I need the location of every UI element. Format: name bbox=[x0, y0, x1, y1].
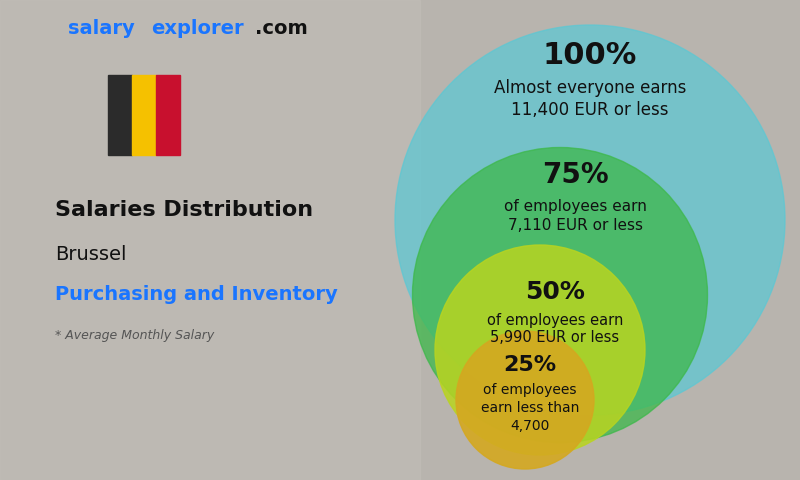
Text: salary: salary bbox=[68, 19, 134, 37]
Text: 75%: 75% bbox=[542, 161, 608, 189]
Text: * Average Monthly Salary: * Average Monthly Salary bbox=[55, 328, 214, 341]
Ellipse shape bbox=[435, 245, 645, 455]
Bar bbox=[156, 75, 180, 155]
Text: 11,400 EUR or less: 11,400 EUR or less bbox=[511, 101, 669, 119]
Text: 50%: 50% bbox=[525, 280, 585, 304]
Bar bbox=[108, 75, 132, 155]
Text: of employees earn: of employees earn bbox=[487, 312, 623, 327]
Text: 5,990 EUR or less: 5,990 EUR or less bbox=[490, 331, 619, 346]
Text: explorer: explorer bbox=[151, 19, 244, 37]
Text: Almost everyone earns: Almost everyone earns bbox=[494, 79, 686, 97]
Text: earn less than: earn less than bbox=[481, 401, 579, 415]
Text: 25%: 25% bbox=[503, 355, 557, 375]
Bar bbox=[132, 75, 156, 155]
Text: 7,110 EUR or less: 7,110 EUR or less bbox=[507, 218, 642, 233]
Ellipse shape bbox=[413, 147, 707, 443]
Text: .com: .com bbox=[255, 19, 308, 37]
Text: of employees earn: of employees earn bbox=[503, 199, 646, 214]
Text: of employees: of employees bbox=[483, 383, 577, 397]
Bar bbox=[0, 0, 420, 480]
Text: 100%: 100% bbox=[543, 40, 637, 70]
Text: Salaries Distribution: Salaries Distribution bbox=[55, 200, 313, 220]
Text: Purchasing and Inventory: Purchasing and Inventory bbox=[55, 286, 338, 304]
Ellipse shape bbox=[395, 25, 785, 415]
Text: 4,700: 4,700 bbox=[510, 419, 550, 433]
Text: Brussel: Brussel bbox=[55, 245, 126, 264]
Ellipse shape bbox=[456, 331, 594, 469]
